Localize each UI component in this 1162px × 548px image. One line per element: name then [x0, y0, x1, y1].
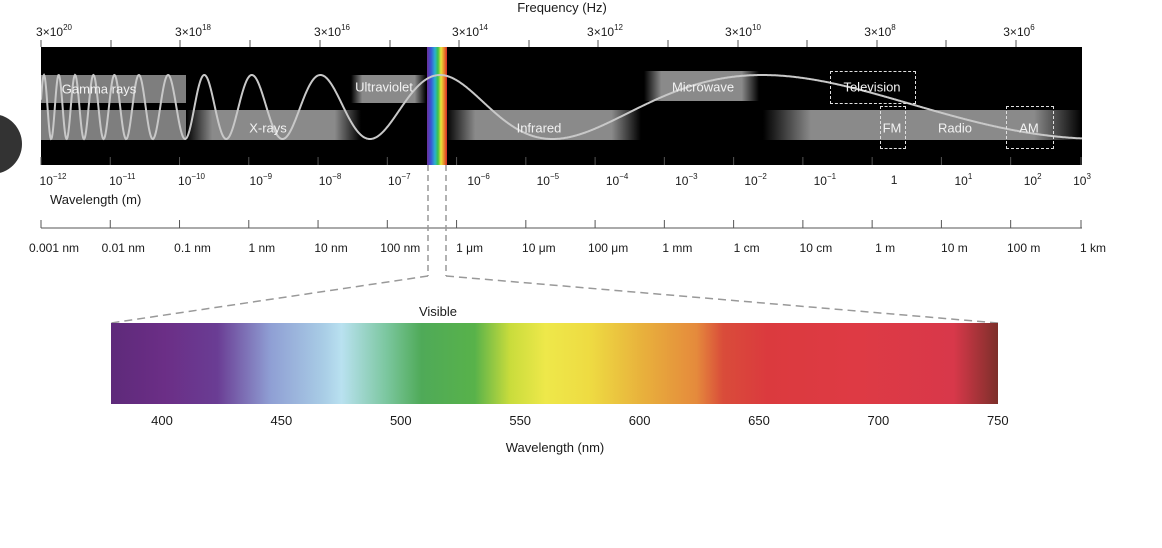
wavelength-exponent: 10−7	[388, 172, 411, 188]
visible-tick-label: 450	[270, 413, 293, 428]
wavelength-exponent: 10−8	[318, 172, 342, 188]
wavelength-unit-label: 0.001 nm	[28, 241, 80, 255]
wavelength-axis-title: Wavelength (m)	[50, 192, 142, 207]
wavelength-exponent: 102	[1023, 172, 1042, 188]
radio-strip	[763, 110, 1082, 140]
television-box	[830, 71, 916, 104]
wavelength-unit-label: 100 nm	[380, 241, 421, 255]
visible-tick-label: 650	[748, 413, 770, 428]
am-box	[1006, 106, 1054, 149]
frequency-label: 3×1020	[36, 23, 72, 39]
wavelength-unit-label: 10 m	[941, 241, 968, 255]
wavelength-unit-label: 100 m	[1006, 241, 1041, 255]
wavelength-exponent: 101	[954, 172, 973, 188]
wavelength-unit-label: 1 cm	[733, 241, 760, 255]
wavelength-exponent: 10−6	[467, 172, 490, 188]
frequency-label: 3×1016	[314, 23, 350, 39]
visible-spectrum-bar	[111, 323, 998, 404]
region-infrared: Infrared	[516, 120, 562, 136]
frequency-label: 3×108	[864, 23, 896, 39]
visible-tick-label: 400	[151, 413, 173, 428]
visible-axis-title: Wavelength (nm)	[505, 440, 605, 455]
region-ultraviolet: Ultraviolet	[355, 79, 413, 95]
wavelength-exponent: 10−3	[675, 172, 698, 188]
fm-box	[880, 106, 906, 149]
wavelength-exponent: 10−2	[744, 172, 767, 188]
frequency-label: 3×1014	[452, 23, 488, 39]
wavelength-unit-label: 1 m	[875, 241, 896, 255]
region-television: Television	[843, 79, 901, 95]
wavelength-exponent: 103	[1073, 172, 1091, 188]
visible-tick-label: 500	[389, 413, 412, 428]
wavelength-exponent: 10−11	[109, 172, 136, 188]
wavelength-unit-label: 1 km	[1079, 241, 1107, 255]
visible-tick-label: 700	[867, 413, 890, 428]
wavelength-exponent: 10−1	[813, 172, 837, 188]
visible-tick-label: 750	[986, 413, 1009, 428]
region-strips	[41, 71, 1082, 140]
region-am: AM	[1019, 120, 1039, 136]
frequency-label: 3×106	[1003, 23, 1035, 39]
uv-strip	[351, 75, 426, 103]
xray-strip	[186, 110, 361, 140]
wavelength-unit-label: 1 mm	[662, 241, 693, 255]
wavelength-unit-label: 0.1 nm	[174, 241, 211, 255]
visible-tick-label: 550	[509, 413, 532, 428]
wavelength-exponent: 10−4	[605, 172, 629, 188]
wavelength-exponent: 1	[890, 173, 898, 187]
wavelength-unit-label: 100 μm	[587, 241, 629, 255]
wavelength-unit-label: 0.01 nm	[101, 241, 145, 255]
frequency-label: 3×1018	[175, 23, 211, 39]
wavelength-unit-label: 1 μm	[456, 241, 484, 255]
frequency-label: 3×1010	[725, 23, 761, 39]
region-microwave: Microwave	[671, 79, 735, 95]
wavelength-unit-label: 10 μm	[522, 241, 556, 255]
visible-right-spread	[445, 275, 999, 324]
wavelength-unit-label: 1 nm	[248, 241, 276, 255]
region-gamma-rays: Gamma rays	[61, 81, 137, 97]
region-x-rays: X-rays	[249, 120, 287, 136]
wavelength-exponent: 10−5	[536, 172, 560, 188]
visible-tick-label: 600	[628, 413, 651, 428]
wavelength-exponent: 10−12	[39, 172, 67, 188]
spectrum-band: Gamma rays X-rays Ultraviolet Infrared M…	[40, 47, 1083, 165]
side-circle-decoration	[0, 114, 22, 174]
wavelength-unit-label: 10 nm	[314, 241, 348, 255]
infrared-strip	[446, 110, 641, 140]
region-radio: Radio	[938, 120, 972, 136]
visible-label: Visible	[418, 304, 458, 319]
frequency-label: 3×1012	[587, 23, 623, 39]
frequency-axis-title: Frequency (Hz)	[517, 0, 607, 15]
visible-left-spread	[110, 275, 429, 324]
region-fm: FM	[882, 120, 902, 136]
wavelength-exponent: 10−9	[249, 172, 273, 188]
wavelength-exponent: 10−10	[178, 172, 205, 188]
spectrum-graphic	[40, 47, 1083, 165]
wavelength-unit-label: 10 cm	[799, 241, 833, 255]
